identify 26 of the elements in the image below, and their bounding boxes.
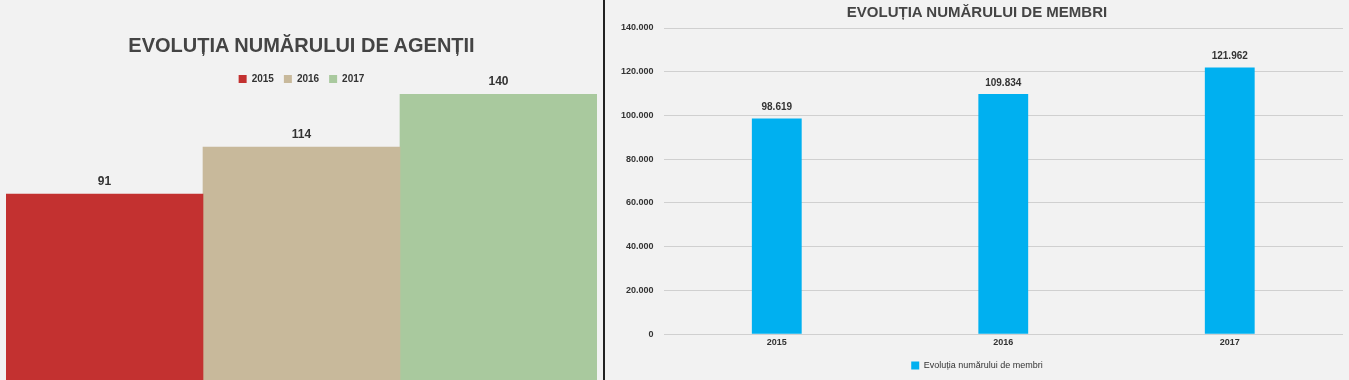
legend-label: Evoluția numărului de membri (923, 359, 1043, 370)
y-tick-label: 140.000 (620, 22, 654, 33)
data-label: 121.962 (1211, 50, 1249, 62)
x-tick-label: 2017 (1219, 337, 1240, 348)
bar (1204, 67, 1255, 334)
bar (978, 93, 1029, 334)
bar (751, 118, 802, 334)
legend-label: 2016 (296, 72, 320, 84)
data-label: 98.619 (761, 101, 793, 113)
chart-title: EVOLUȚIA NUMĂRULUI DE AGENȚII (128, 33, 475, 56)
data-label: 114 (291, 127, 312, 142)
data-label: 140 (488, 74, 509, 89)
chart-title: EVOLUȚIA NUMĂRULUI DE MEMBRI (846, 3, 1108, 21)
y-tick-label: 20.000 (626, 284, 654, 295)
legend-label: 2017 (342, 72, 365, 84)
y-tick-label: 40.000 (626, 241, 654, 252)
y-tick-label: 80.000 (626, 153, 654, 164)
x-tick-label: 2015 (766, 337, 787, 348)
y-tick-label: 0 (648, 328, 654, 339)
y-tick-label: 100.000 (620, 109, 654, 120)
x-tick-label: 2016 (993, 337, 1014, 348)
legend-label: 2015 (251, 72, 275, 84)
data-label: 109.834 (985, 76, 1022, 88)
data-label: 91 (97, 174, 112, 189)
y-tick-label: 60.000 (626, 197, 654, 208)
y-tick-label: 120.000 (620, 66, 654, 77)
